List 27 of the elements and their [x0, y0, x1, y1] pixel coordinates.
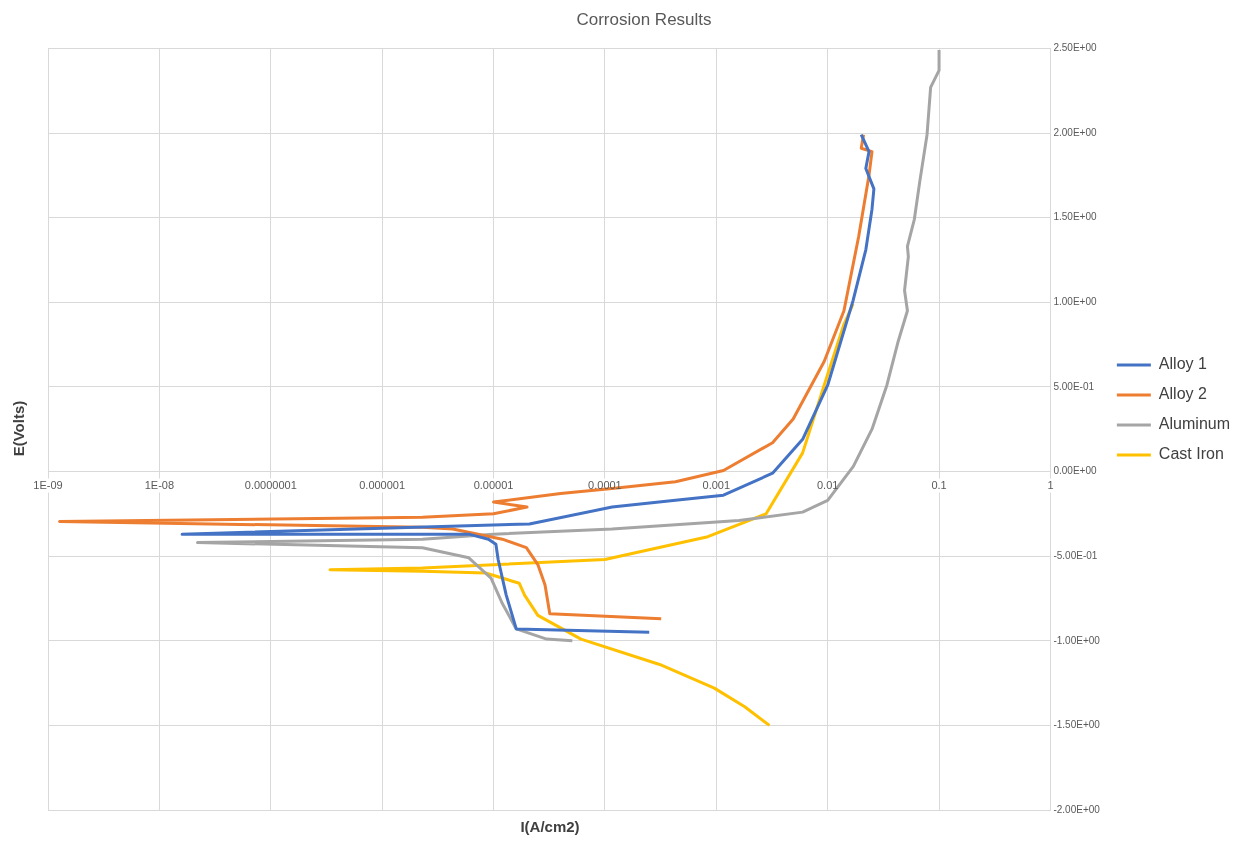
y-tick-label: -2.00E+00 [1053, 803, 1101, 815]
y-axis-title: E(Volts) [9, 399, 27, 459]
y-tick-label: 0.00E+00 [1053, 465, 1097, 477]
y-tick-label: -1.00E+00 [1053, 634, 1101, 646]
y-tick-label: 2.00E+00 [1053, 126, 1097, 138]
legend-label: Cast Iron [1158, 445, 1224, 463]
chart-title: Corrosion Results [576, 9, 712, 29]
x-tick-label: 0.1 [931, 478, 947, 491]
y-tick-label: 1.50E+00 [1053, 211, 1097, 223]
x-tick-label: 0.001 [702, 478, 731, 491]
x-tick-label: 1E-08 [144, 478, 175, 491]
x-tick-label: 1 [1047, 478, 1054, 491]
x-tick-label: 0.01 [816, 478, 839, 491]
y-tick-label: 5.00E-01 [1053, 380, 1095, 392]
legend-label: Alloy 1 [1158, 355, 1207, 373]
x-tick-label: 0.000001 [359, 478, 406, 491]
y-tick-label: 1.00E+00 [1053, 296, 1097, 308]
x-tick-label: 0.00001 [473, 478, 514, 491]
y-tick-label: -1.50E+00 [1053, 719, 1101, 731]
y-tick-label: -5.00E-01 [1053, 549, 1098, 561]
x-tick-label: 0.0000001 [244, 478, 297, 491]
x-tick-label: 1E-09 [33, 478, 63, 491]
legend-label: Aluminum [1158, 415, 1231, 433]
x-axis-title: I(A/cm2) [519, 818, 581, 835]
legend-label: Alloy 2 [1158, 385, 1207, 403]
x-tick-label: 0.0001 [588, 478, 622, 491]
y-tick-label: 2.50E+00 [1053, 42, 1097, 54]
